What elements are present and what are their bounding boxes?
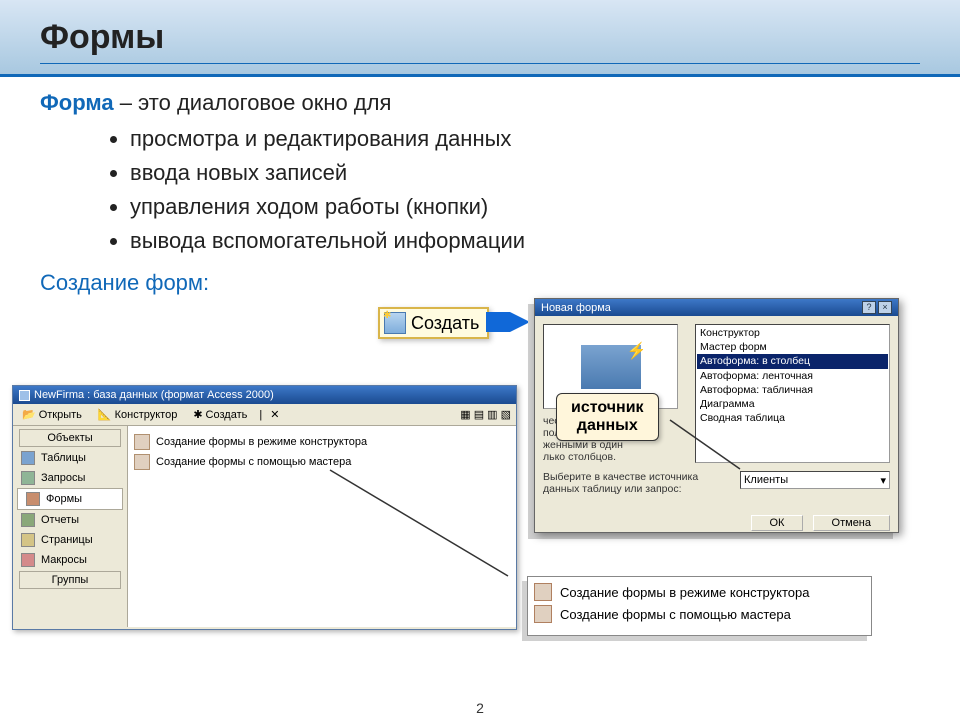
new-form-icon — [384, 312, 406, 334]
bullet-item: вывода вспомогательной информации — [130, 225, 920, 257]
form-type-option[interactable]: Сводная таблица — [697, 411, 888, 425]
sidebar-item-label: Запросы — [41, 472, 85, 484]
bullet-item: ввода новых записей — [130, 157, 920, 189]
definition-block: Форма – это диалоговое окно для просмотр… — [0, 77, 960, 256]
arrow-icon — [486, 312, 530, 332]
form-type-option[interactable]: Диаграмма — [697, 397, 888, 411]
db-window-icon — [19, 390, 30, 401]
object-type-icon — [21, 553, 35, 567]
form-wizard-icon — [134, 454, 150, 470]
create-button-label: Создать — [411, 313, 479, 334]
toolbar-sep: | — [259, 409, 262, 421]
callout-line: источник — [571, 399, 644, 417]
sidebar-item-Запросы[interactable]: Запросы — [13, 468, 127, 488]
definition-rest: – это диалоговое окно для — [114, 90, 392, 115]
form-type-option[interactable]: Автоформа: ленточная — [697, 369, 888, 383]
form-type-option[interactable]: Мастер форм — [697, 340, 888, 354]
preview-icon — [581, 345, 641, 389]
object-type-icon — [21, 451, 35, 465]
create-button[interactable]: Создать — [378, 307, 489, 339]
help-button[interactable]: ? — [862, 301, 876, 314]
form-type-option[interactable]: Автоформа: в столбец — [697, 354, 888, 368]
close-button[interactable]: × — [878, 301, 892, 314]
form-type-option[interactable]: Автоформа: табличная — [697, 383, 888, 397]
dialog-title: Новая форма — [541, 302, 611, 314]
db-main-row-label: Создание формы в режиме конструктора — [156, 436, 367, 448]
db-window: NewFirma : база данных (формат Access 20… — [12, 385, 517, 630]
create-options-listbox: Создание формы в режиме конструктора Соз… — [527, 576, 872, 636]
bullet-item: управления ходом работы (кнопки) — [130, 191, 920, 223]
sidebar-header-objects: Объекты — [19, 429, 122, 447]
sidebar-item-Формы[interactable]: Формы — [17, 488, 123, 510]
slide-title: Формы — [40, 18, 920, 57]
sidebar-item-Страницы[interactable]: Страницы — [13, 530, 127, 550]
toolbar-view-icons[interactable]: ▦ ▤ ▥ ▧ — [460, 408, 511, 421]
sidebar-item-Макросы[interactable]: Макросы — [13, 550, 127, 570]
listbox-row-label: Создание формы в режиме конструктора — [560, 585, 809, 600]
title-underline — [40, 63, 920, 64]
sidebar-item-label: Отчеты — [41, 514, 79, 526]
sidebar-item-label: Таблицы — [41, 452, 86, 464]
cancel-button[interactable]: Отмена — [813, 515, 890, 531]
db-main-row-label: Создание формы с помощью мастера — [156, 456, 351, 468]
db-toolbar: 📂 Открыть 📐 Конструктор ✱ Создать | ✕ ▦ … — [13, 404, 516, 426]
sidebar-item-Таблицы[interactable]: Таблицы — [13, 448, 127, 468]
db-main-row[interactable]: Создание формы с помощью мастера — [134, 452, 510, 472]
definition-lead: Форма — [40, 90, 114, 115]
toolbar-design-button[interactable]: 📐 Конструктор — [94, 407, 181, 422]
object-type-icon — [21, 471, 35, 485]
definition-bullets: просмотра и редактирования данных ввода … — [130, 123, 920, 257]
form-wizard-icon — [534, 605, 552, 623]
listbox-row[interactable]: Создание формы в режиме конструктора — [534, 581, 865, 603]
form-wizard-icon — [534, 583, 552, 601]
form-type-list[interactable]: КонструкторМастер формАвтоформа: в столб… — [695, 324, 890, 463]
callout-data-source: источник данных — [556, 393, 659, 441]
db-main-pane: Создание формы в режиме конструктора Соз… — [128, 426, 516, 627]
object-type-icon — [21, 513, 35, 527]
db-window-titlebar: NewFirma : база данных (формат Access 20… — [13, 386, 516, 404]
form-wizard-icon — [134, 434, 150, 450]
slide-header: Формы — [0, 0, 960, 77]
db-sidebar: Объекты Таблицы Запросы Формы Отчеты Страниц… — [13, 426, 128, 627]
bullet-item: просмотра и редактирования данных — [130, 123, 920, 155]
object-type-icon — [21, 533, 35, 547]
sidebar-item-label: Формы — [46, 493, 82, 505]
listbox-row[interactable]: Создание формы с помощью мастера — [534, 603, 865, 625]
toolbar-design-label: Конструктор — [115, 409, 178, 421]
db-main-row[interactable]: Создание формы в режиме конструктора — [134, 432, 510, 452]
toolbar-create-label: Создать — [206, 409, 248, 421]
create-forms-subheader: Создание форм: — [40, 270, 960, 296]
source-combo[interactable]: Клиенты ▾ — [740, 471, 890, 489]
listbox-row-label: Создание формы с помощью мастера — [560, 607, 791, 622]
sidebar-item-label: Страницы — [41, 534, 93, 546]
source-combo-value: Клиенты — [744, 474, 788, 486]
toolbar-delete-icon[interactable]: ✕ — [270, 408, 279, 421]
chevron-down-icon: ▾ — [880, 474, 886, 487]
dialog-desc-line: лько столбцов. — [543, 451, 683, 463]
sidebar-item-Отчеты[interactable]: Отчеты — [13, 510, 127, 530]
sidebar-header-groups: Группы — [19, 571, 122, 589]
page-number: 2 — [0, 700, 960, 716]
toolbar-open-button[interactable]: 📂 Открыть — [18, 407, 86, 422]
source-label: Выберите в качестве источника данных таб… — [543, 471, 723, 495]
ok-button[interactable]: ОК — [751, 515, 804, 531]
callout-line: данных — [571, 417, 644, 435]
dialog-titlebar: Новая форма ? × — [535, 299, 898, 316]
toolbar-open-label: Открыть — [39, 409, 82, 421]
sidebar-item-label: Макросы — [41, 554, 87, 566]
form-type-option[interactable]: Конструктор — [697, 326, 888, 340]
toolbar-create-button[interactable]: ✱ Создать — [189, 407, 251, 422]
db-window-title: NewFirma : база данных (формат Access 20… — [34, 389, 274, 401]
object-type-icon — [26, 492, 40, 506]
